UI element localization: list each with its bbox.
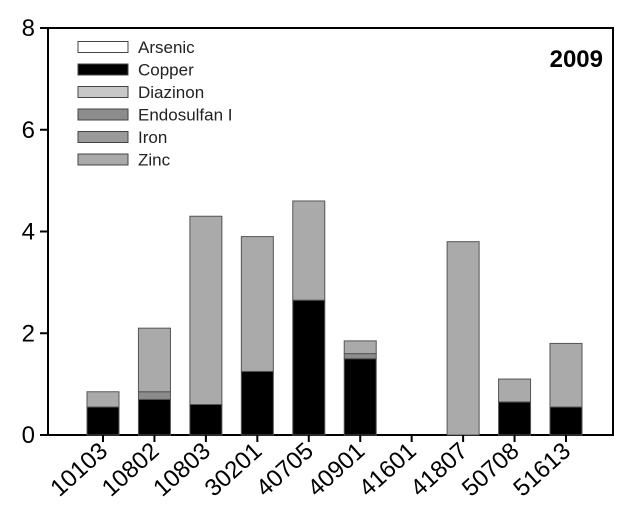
- x-tick-label: 51613: [508, 437, 576, 502]
- x-tick-label: 10803: [148, 437, 216, 502]
- x-tick-label: 41601: [354, 437, 422, 502]
- legend-swatch: [77, 108, 129, 121]
- y-tick-label: 0: [22, 422, 35, 449]
- legend-swatch: [77, 63, 129, 76]
- bar-copper: [189, 403, 223, 436]
- bar-copper: [343, 358, 377, 436]
- x-tick-label: 10103: [45, 437, 113, 502]
- legend-swatch: [77, 41, 129, 53]
- x-tick-label: 50708: [457, 437, 525, 502]
- x-tick-label: 40705: [251, 437, 319, 502]
- y-tick-label: 4: [22, 219, 35, 246]
- x-tick-label: 30201: [200, 437, 268, 502]
- bar-copper: [498, 401, 532, 436]
- legend-label: Copper: [138, 61, 194, 80]
- bar-zinc: [498, 378, 532, 403]
- legend-label: Endosulfan I: [138, 106, 233, 125]
- legend-label: Diazinon: [138, 83, 204, 102]
- y-tick-label: 2: [22, 320, 35, 347]
- legend-swatch: [77, 131, 129, 143]
- bar-copper: [549, 406, 583, 436]
- legend-label: Arsenic: [138, 38, 195, 57]
- plot-frame: [47, 27, 614, 436]
- y-tick-label: 8: [22, 15, 35, 42]
- bar-zinc: [549, 342, 583, 408]
- legend-swatch: [77, 86, 129, 98]
- bar-zinc: [137, 327, 171, 393]
- bar-endosulfan-i: [137, 391, 171, 400]
- x-tick-label: 40901: [303, 437, 371, 502]
- bar-endosulfan-i: [343, 353, 377, 360]
- bar-copper: [137, 398, 171, 436]
- legend-label: Zinc: [138, 151, 171, 170]
- y-tick-label: 6: [22, 117, 35, 144]
- year-annotation: 2009: [550, 46, 603, 73]
- bar-zinc: [343, 340, 377, 355]
- bar-zinc: [446, 241, 480, 436]
- bar-zinc: [240, 236, 274, 372]
- bar-copper: [86, 406, 120, 436]
- legend-label: Iron: [138, 128, 167, 147]
- bar-zinc: [189, 215, 223, 405]
- bar-zinc: [86, 391, 120, 408]
- legend-swatch: [77, 153, 129, 166]
- bar-copper: [240, 370, 274, 436]
- x-tick-label: 10802: [97, 437, 165, 502]
- bar-zinc: [292, 200, 326, 301]
- bar-copper: [292, 299, 326, 436]
- x-tick-label: 41807: [405, 437, 473, 502]
